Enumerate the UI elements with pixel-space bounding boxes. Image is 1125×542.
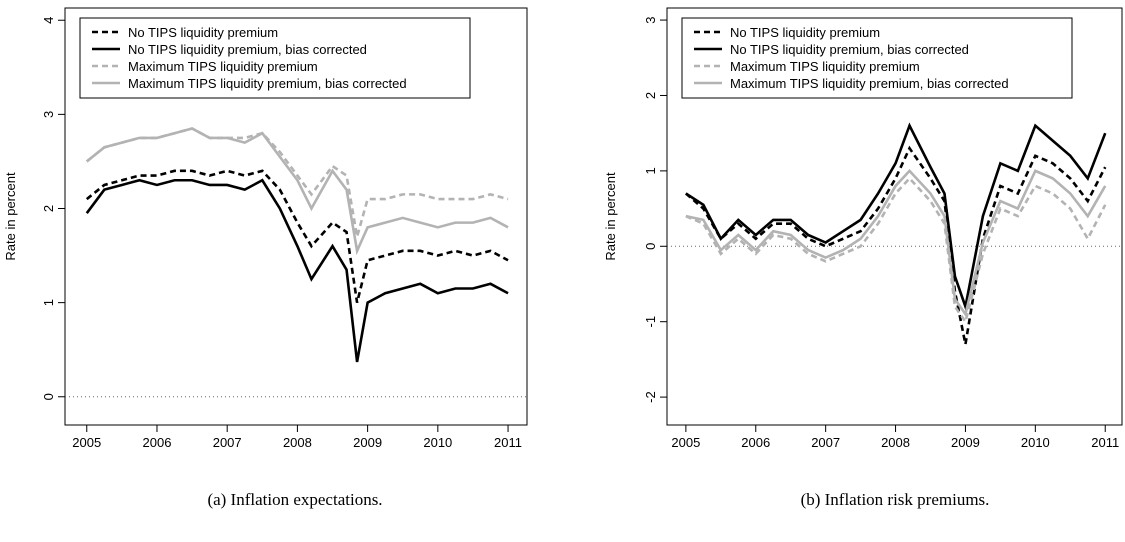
legend-label: Maximum TIPS liquidity premium xyxy=(128,59,318,74)
x-tick-label: 2007 xyxy=(213,435,242,450)
plot-frame xyxy=(666,7,1123,426)
legend-label: No TIPS liquidity premium, bias correcte… xyxy=(730,42,969,57)
y-axis-label: Rate in percent xyxy=(3,172,18,261)
y-tick-label: 0 xyxy=(41,393,56,400)
x-tick-label: 2007 xyxy=(811,435,840,450)
x-tick-label: 2005 xyxy=(72,435,101,450)
plot-frame xyxy=(64,7,528,426)
y-tick-label: 3 xyxy=(41,111,56,118)
legend-label: No TIPS liquidity premium xyxy=(128,25,278,40)
series-line xyxy=(685,176,1107,325)
x-tick-label: 2006 xyxy=(741,435,770,450)
y-tick-label: 1 xyxy=(643,167,658,174)
y-tick-label: 2 xyxy=(643,92,658,99)
caption: (b) Inflation risk premiums. xyxy=(801,490,990,509)
x-tick-label: 2010 xyxy=(1021,435,1050,450)
series-line xyxy=(685,168,1107,318)
x-tick-label: 2006 xyxy=(143,435,172,450)
x-tick-label: 2009 xyxy=(353,435,382,450)
legend-label: Maximum TIPS liquidity premium, bias cor… xyxy=(128,76,407,91)
series-line xyxy=(85,178,509,363)
y-axis-label: Rate in percent xyxy=(603,172,618,261)
series-line xyxy=(685,122,1107,312)
x-tick-label: 2008 xyxy=(881,435,910,450)
series-line xyxy=(85,127,509,238)
x-tick-label: 2011 xyxy=(1091,435,1119,450)
y-tick-label: 3 xyxy=(643,16,658,23)
y-tick-label: 0 xyxy=(643,243,658,250)
legend-box xyxy=(681,17,1073,99)
panel: 2005 2006 2007 2008 2009 2010 2011 0 1 2 3 4 Rate in… xyxy=(3,7,528,509)
series-line xyxy=(685,145,1107,345)
legend-box xyxy=(79,17,471,99)
x-tick-label: 2005 xyxy=(671,435,700,450)
legend-label: Maximum TIPS liquidity premium xyxy=(730,59,920,74)
x-tick-label: 2008 xyxy=(283,435,312,450)
caption: (a) Inflation expectations. xyxy=(207,490,382,509)
series-line xyxy=(85,127,509,256)
panel: 2005 2006 2007 2008 2009 2010 2011 -2 -1 0 1 2 3 Rate… xyxy=(603,7,1123,509)
legend-label: No TIPS liquidity premium, bias correcte… xyxy=(128,42,367,57)
y-tick-label: 4 xyxy=(41,17,56,24)
series-line xyxy=(85,169,509,303)
y-tick-label: 2 xyxy=(41,205,56,212)
x-tick-label: 2009 xyxy=(951,435,980,450)
y-tick-label: -2 xyxy=(643,391,658,403)
x-tick-label: 2010 xyxy=(423,435,452,450)
y-tick-label: 1 xyxy=(41,299,56,306)
legend-label: Maximum TIPS liquidity premium, bias cor… xyxy=(730,76,1009,91)
legend-label: No TIPS liquidity premium xyxy=(730,25,880,40)
y-tick-label: -1 xyxy=(643,316,658,328)
x-tick-label: 2011 xyxy=(494,435,522,450)
